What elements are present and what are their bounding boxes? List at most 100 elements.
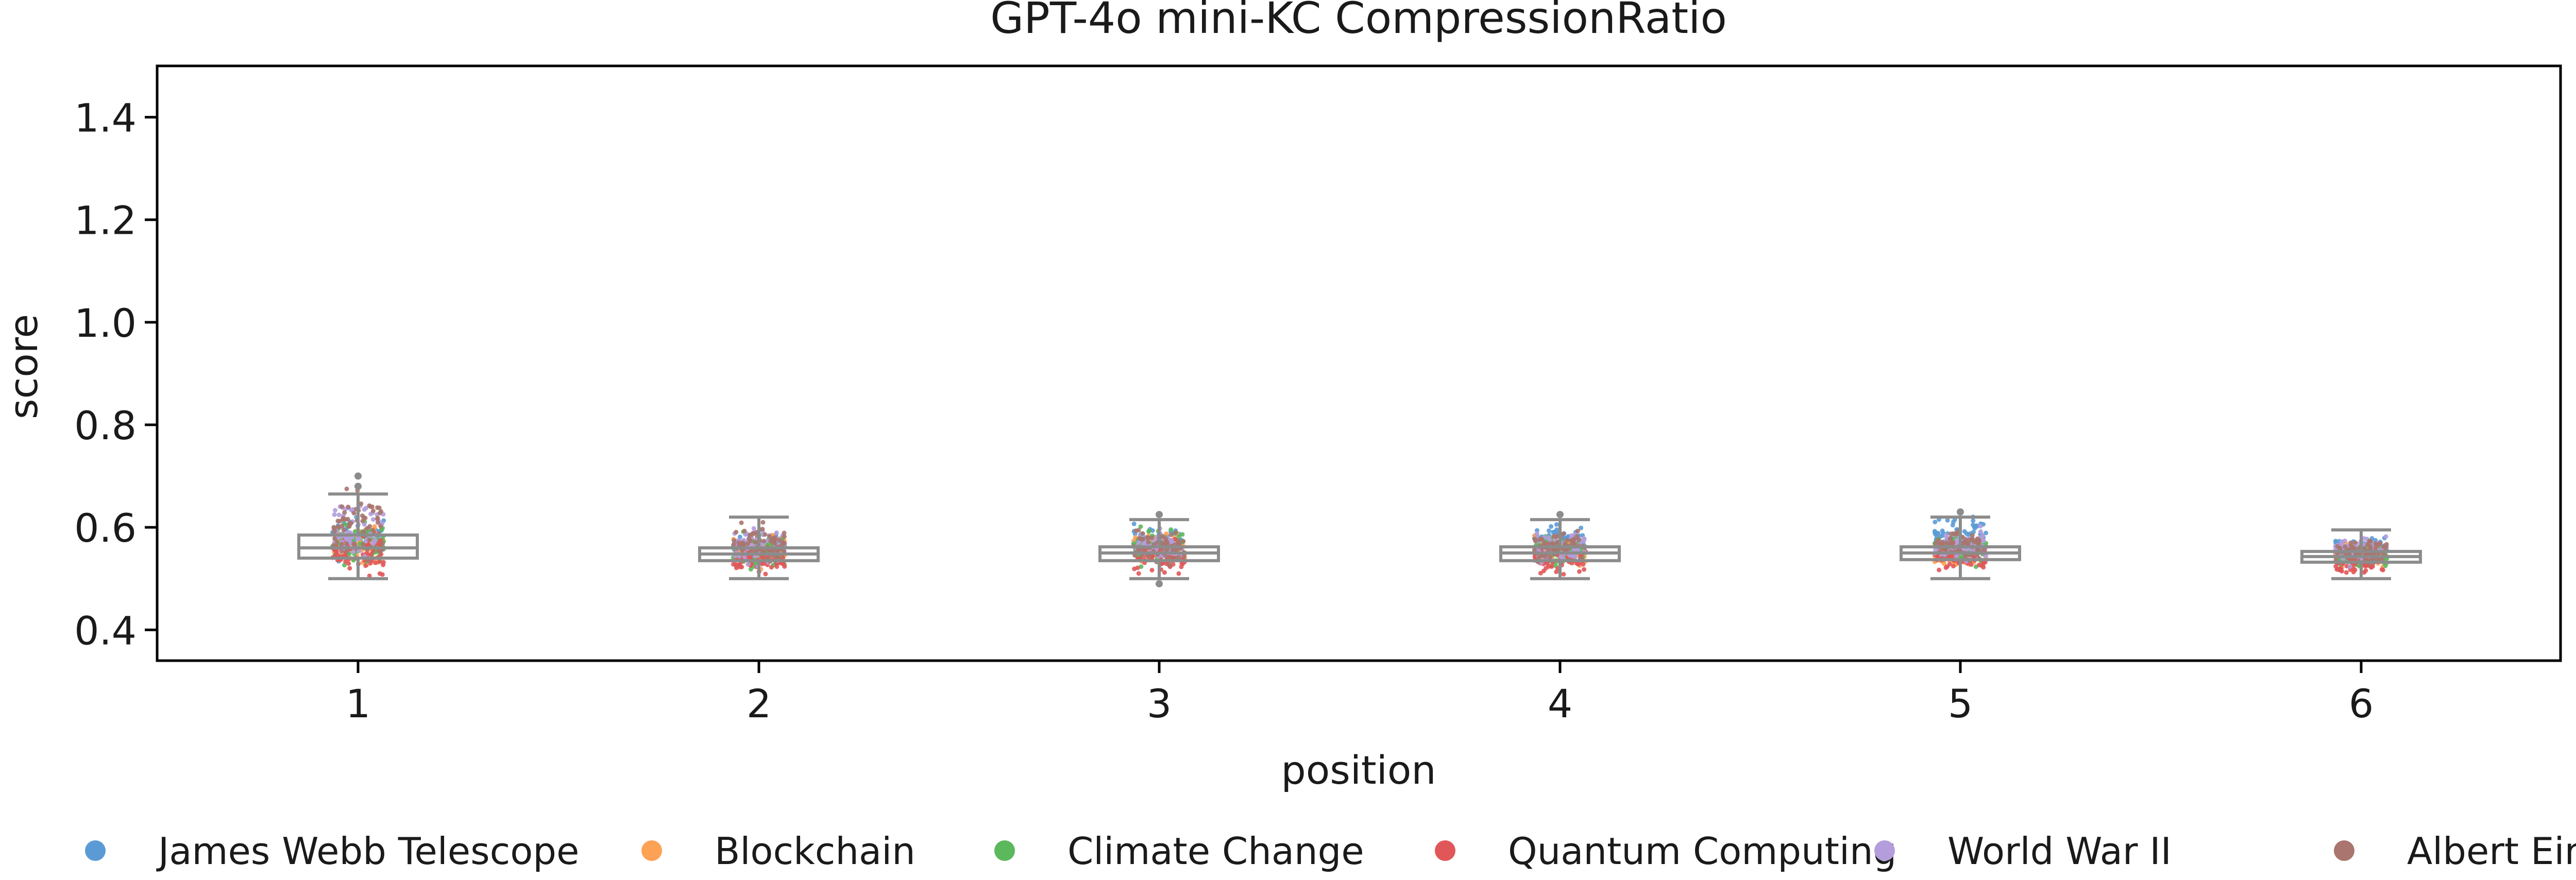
data-point xyxy=(1176,540,1181,545)
data-point xyxy=(357,548,362,554)
chart-title: GPT-4o mini-KC CompressionRatio xyxy=(990,0,1727,43)
data-point xyxy=(375,520,380,525)
y-tick-label: 0.8 xyxy=(74,403,137,448)
data-point xyxy=(1150,528,1155,533)
plot-area-frame xyxy=(156,64,2562,662)
data-point xyxy=(377,559,382,564)
x-tick-label: 4 xyxy=(1548,681,1572,727)
data-point xyxy=(1167,563,1172,568)
data-point xyxy=(1951,564,1956,568)
legend-marker-icon xyxy=(994,840,1015,861)
data-point xyxy=(1546,541,1551,546)
data-point xyxy=(1940,541,1945,546)
data-point xyxy=(1975,547,1980,553)
data-point xyxy=(363,539,368,544)
data-point xyxy=(748,532,753,538)
data-point xyxy=(344,486,349,491)
data-point xyxy=(350,549,355,555)
outlier-point xyxy=(1957,508,1964,516)
data-point xyxy=(367,503,372,508)
data-point xyxy=(375,516,380,522)
data-point xyxy=(742,528,747,533)
data-point xyxy=(342,528,347,532)
data-point xyxy=(1570,538,1575,543)
data-point xyxy=(334,539,340,544)
data-point xyxy=(1970,537,1975,542)
outlier-point xyxy=(1156,511,1163,519)
data-point xyxy=(740,540,745,545)
data-point xyxy=(1577,569,1582,574)
data-point xyxy=(1162,570,1167,575)
data-point xyxy=(1538,571,1543,576)
data-point xyxy=(371,541,376,546)
y-tick-label: 1.4 xyxy=(74,95,137,141)
data-point xyxy=(377,571,382,576)
data-point xyxy=(348,521,353,526)
data-point xyxy=(1176,571,1181,576)
data-point xyxy=(746,562,751,567)
data-point xyxy=(1136,571,1141,576)
series-points xyxy=(330,530,2385,578)
data-point xyxy=(1548,555,1552,560)
data-point xyxy=(2369,565,2374,570)
data-point xyxy=(359,501,364,506)
data-point xyxy=(332,512,337,517)
data-point xyxy=(381,560,386,565)
boxplot xyxy=(698,515,820,580)
data-point xyxy=(1582,567,1587,572)
x-axis: 1 2 3 4 5 6 xyxy=(346,661,2374,727)
data-point xyxy=(372,560,378,565)
boxplot xyxy=(297,472,419,580)
y-tick-label: 1.2 xyxy=(74,198,137,244)
data-point xyxy=(346,505,351,509)
data-point xyxy=(762,532,768,537)
data-point xyxy=(2348,540,2353,545)
data-point xyxy=(363,563,368,568)
data-point xyxy=(1933,531,1938,537)
data-point xyxy=(2368,544,2373,549)
data-point xyxy=(1135,565,1140,571)
data-point xyxy=(2337,545,2343,550)
data-point xyxy=(761,539,767,544)
data-point xyxy=(748,538,753,543)
legend-label: Blockchain xyxy=(715,830,916,873)
data-point xyxy=(367,573,372,578)
data-point xyxy=(332,528,337,533)
x-tick-label: 2 xyxy=(747,681,771,727)
data-point xyxy=(1146,540,1151,545)
data-point xyxy=(774,530,779,535)
data-point xyxy=(1181,539,1186,544)
data-point xyxy=(760,520,766,525)
outlier-point xyxy=(1156,580,1163,588)
data-point xyxy=(1575,528,1580,533)
series-points xyxy=(331,524,2388,572)
data-point xyxy=(2383,534,2388,539)
legend-item: Quantum Computing xyxy=(1435,830,1896,873)
data-point xyxy=(1551,533,1556,539)
data-point xyxy=(1571,554,1576,559)
data-point xyxy=(1944,540,1949,545)
data-point xyxy=(739,520,744,525)
data-point xyxy=(1168,532,1174,538)
data-point xyxy=(347,566,352,571)
data-point xyxy=(361,542,366,547)
data-point xyxy=(776,538,782,542)
data-point xyxy=(1558,554,1564,559)
data-point xyxy=(1972,524,1977,529)
scatter-points-layer xyxy=(330,486,2389,578)
data-point xyxy=(1139,564,1144,569)
data-point xyxy=(1554,522,1559,527)
data-point xyxy=(2362,570,2367,575)
data-point xyxy=(1933,547,1938,553)
data-point xyxy=(1943,533,1948,538)
data-point xyxy=(1164,531,1169,537)
data-point xyxy=(1555,547,1560,553)
data-point xyxy=(1943,565,1948,570)
outlier-point xyxy=(354,472,362,480)
data-point xyxy=(2352,540,2358,545)
data-point xyxy=(2367,539,2372,544)
data-point xyxy=(1537,537,1542,542)
data-point xyxy=(1149,567,1155,573)
legend-marker-icon xyxy=(2334,840,2354,861)
